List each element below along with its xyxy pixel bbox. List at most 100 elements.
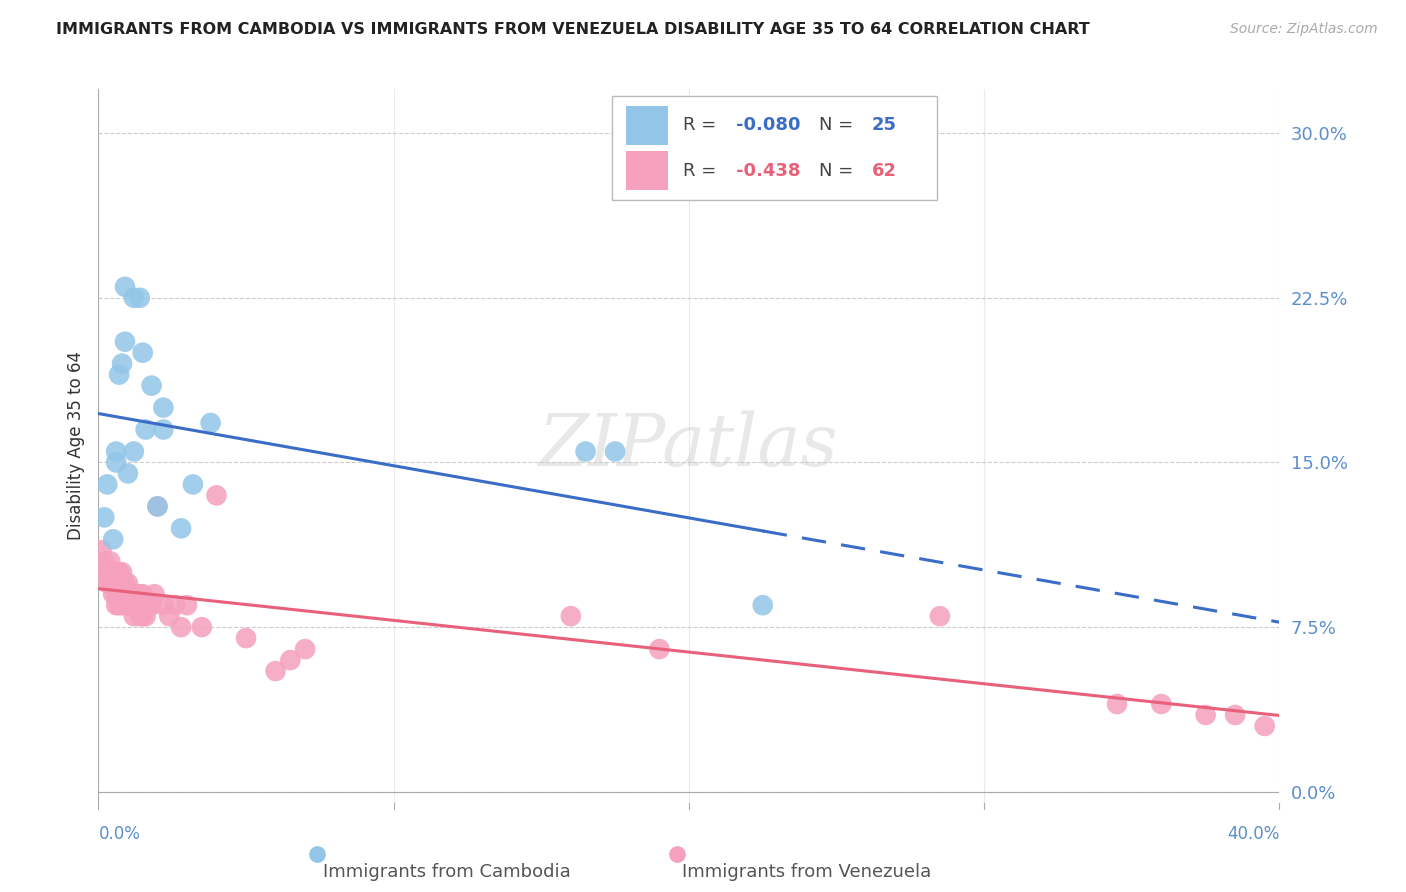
Bar: [626, 105, 668, 145]
Point: [93, 510, 115, 524]
Point: [108, 576, 131, 591]
Point: [122, 609, 145, 624]
Bar: [626, 152, 668, 191]
Point: [105, 455, 128, 469]
Point: [165, 598, 187, 612]
Point: [152, 598, 174, 612]
Point: [181, 477, 204, 491]
Text: 62: 62: [872, 161, 897, 180]
Point: [751, 598, 773, 612]
Point: [90, 543, 112, 558]
Point: [152, 423, 174, 437]
Point: [132, 609, 155, 624]
Point: [141, 378, 163, 392]
Point: [103, 576, 125, 591]
Text: -0.438: -0.438: [737, 161, 800, 180]
Point: [1105, 697, 1128, 711]
Point: [105, 444, 128, 458]
Point: [114, 280, 136, 294]
Text: IMMIGRANTS FROM CAMBODIA VS IMMIGRANTS FROM VENEZUELA DISABILITY AGE 35 TO 64 CO: IMMIGRANTS FROM CAMBODIA VS IMMIGRANTS F…: [56, 22, 1090, 37]
Point: [128, 609, 150, 624]
Point: [135, 609, 157, 624]
Text: Immigrants from Venezuela: Immigrants from Venezuela: [682, 863, 932, 881]
Point: [122, 444, 145, 458]
Point: [191, 620, 214, 634]
Point: [605, 444, 627, 458]
Point: [146, 500, 169, 514]
Point: [205, 488, 228, 502]
Point: [200, 416, 222, 430]
Text: Source: ZipAtlas.com: Source: ZipAtlas.com: [1230, 22, 1378, 37]
Point: [170, 521, 193, 535]
Point: [120, 587, 142, 601]
Point: [114, 587, 136, 601]
Y-axis label: Disability Age 35 to 64: Disability Age 35 to 64: [66, 351, 84, 541]
Point: [96, 576, 118, 591]
Point: [111, 566, 134, 580]
Point: [117, 587, 139, 601]
Point: [157, 609, 180, 624]
Point: [120, 598, 142, 612]
Point: [143, 587, 166, 601]
Point: [141, 598, 163, 612]
Point: [278, 653, 302, 667]
Point: [135, 423, 157, 437]
Point: [117, 598, 139, 612]
Point: [1195, 708, 1218, 723]
Point: [114, 576, 136, 591]
Point: [146, 500, 169, 514]
Text: R =: R =: [683, 116, 723, 135]
Point: [105, 598, 128, 612]
Point: [170, 620, 193, 634]
Point: [264, 664, 287, 678]
Point: [294, 642, 316, 657]
Point: [93, 554, 115, 568]
FancyBboxPatch shape: [612, 96, 936, 200]
Text: Immigrants from Cambodia: Immigrants from Cambodia: [323, 863, 571, 881]
Point: [105, 587, 128, 601]
Point: [108, 566, 131, 580]
Point: [138, 598, 160, 612]
Point: [103, 533, 125, 547]
Point: [117, 576, 139, 591]
Point: [114, 334, 136, 349]
Point: [1150, 697, 1173, 711]
Text: 25: 25: [872, 116, 897, 135]
Point: [235, 631, 257, 645]
Text: N =: N =: [818, 161, 859, 180]
Point: [98, 554, 121, 568]
Point: [122, 291, 145, 305]
Point: [128, 291, 150, 305]
Text: 40.0%: 40.0%: [1227, 825, 1279, 843]
Point: [103, 587, 125, 601]
Point: [560, 609, 582, 624]
Point: [108, 598, 131, 612]
Point: [128, 587, 150, 601]
Point: [1254, 719, 1277, 733]
Point: [176, 598, 198, 612]
Point: [96, 566, 118, 580]
Point: [111, 357, 134, 371]
Point: [111, 587, 134, 601]
Point: [132, 587, 155, 601]
Point: [574, 444, 596, 458]
Point: [114, 598, 136, 612]
Point: [648, 642, 671, 657]
Text: ZIPatlas: ZIPatlas: [538, 410, 839, 482]
Point: [1223, 708, 1246, 723]
Point: [125, 587, 148, 601]
Point: [152, 401, 174, 415]
Point: [117, 467, 139, 481]
Point: [96, 477, 118, 491]
Point: [122, 587, 145, 601]
Point: [103, 566, 125, 580]
Point: [132, 345, 155, 359]
Point: [125, 598, 148, 612]
Text: N =: N =: [818, 116, 859, 135]
Point: [105, 566, 128, 580]
Point: [928, 609, 950, 624]
Text: R =: R =: [683, 161, 723, 180]
Point: [93, 566, 115, 580]
Point: [98, 576, 121, 591]
Text: -0.080: -0.080: [737, 116, 800, 135]
